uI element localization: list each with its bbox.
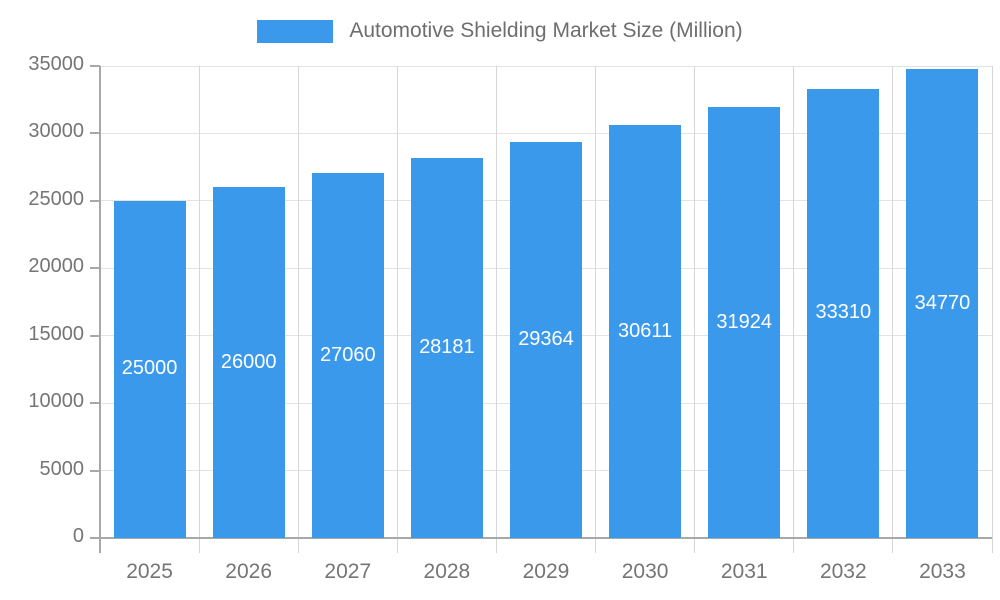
bar: 25000	[113, 200, 186, 538]
y-axis-tick	[90, 199, 100, 202]
y-gridline	[100, 65, 992, 67]
bar-value-label: 27060	[319, 343, 376, 366]
chart-legend: Automotive Shielding Market Size (Millio…	[0, 14, 1000, 48]
y-axis-tick	[90, 267, 100, 270]
y-axis-tick	[90, 65, 100, 67]
category-boundary-line	[198, 66, 200, 553]
y-axis-tick	[90, 334, 100, 337]
bar: 31924	[708, 107, 781, 538]
x-axis-line	[90, 537, 992, 539]
x-axis-tick-label: 2027	[324, 560, 372, 583]
y-axis-tick	[90, 132, 100, 135]
legend-label: Automotive Shielding Market Size (Millio…	[349, 19, 743, 42]
category-boundary-line	[892, 66, 894, 553]
bar-value-label: 31924	[716, 310, 773, 333]
bar-value-label: 26000	[220, 350, 277, 373]
bar-value-label: 25000	[121, 357, 178, 380]
category-boundary-line	[297, 66, 299, 553]
x-axis-tick-label: 2033	[919, 560, 966, 583]
bar-value-label: 34770	[914, 291, 971, 314]
y-axis-tick-label: 30000	[28, 120, 84, 143]
x-axis-tick-label: 2028	[423, 560, 471, 583]
x-axis-tick-label: 2030	[621, 560, 669, 583]
bar-value-label: 29364	[518, 327, 574, 350]
category-boundary-line	[396, 66, 398, 553]
x-axis-tick-label: 2031	[720, 560, 768, 583]
y-axis-tick-label: 0	[72, 525, 84, 547]
y-axis-tick	[90, 469, 100, 472]
bar: 29364	[510, 142, 582, 538]
category-boundary-line	[694, 66, 696, 553]
x-axis-tick-label: 2029	[522, 560, 570, 583]
y-axis-tick-label: 35000	[28, 53, 84, 75]
x-axis-tick-label: 2026	[225, 560, 273, 583]
category-boundary-line	[595, 66, 597, 553]
bar: 33310	[807, 88, 880, 538]
y-axis-line	[99, 66, 101, 553]
y-axis-tick-label: 25000	[28, 187, 84, 210]
category-boundary-line	[495, 66, 497, 553]
bar: 27060	[311, 173, 384, 538]
bar: 28181	[410, 157, 483, 538]
bar-value-label: 28181	[419, 335, 475, 358]
x-axis-tick-label: 2025	[126, 560, 173, 583]
y-gridline	[100, 132, 992, 134]
y-axis-tick-label: 20000	[28, 255, 84, 278]
y-axis-tick	[90, 402, 100, 405]
y-axis-tick-label: 10000	[28, 390, 84, 413]
legend-color-swatch	[257, 19, 334, 43]
y-axis-tick-label: 5000	[39, 457, 85, 480]
bar: 34770	[906, 69, 979, 538]
bar: 26000	[212, 187, 285, 538]
category-boundary-line	[793, 66, 795, 553]
bar-value-label: 33310	[815, 301, 872, 324]
category-boundary-line	[991, 66, 993, 553]
x-axis-tick-label: 2032	[819, 560, 867, 583]
y-axis-tick-label: 15000	[28, 322, 84, 345]
bar-value-label: 30611	[618, 319, 673, 342]
bar: 30611	[609, 125, 682, 538]
